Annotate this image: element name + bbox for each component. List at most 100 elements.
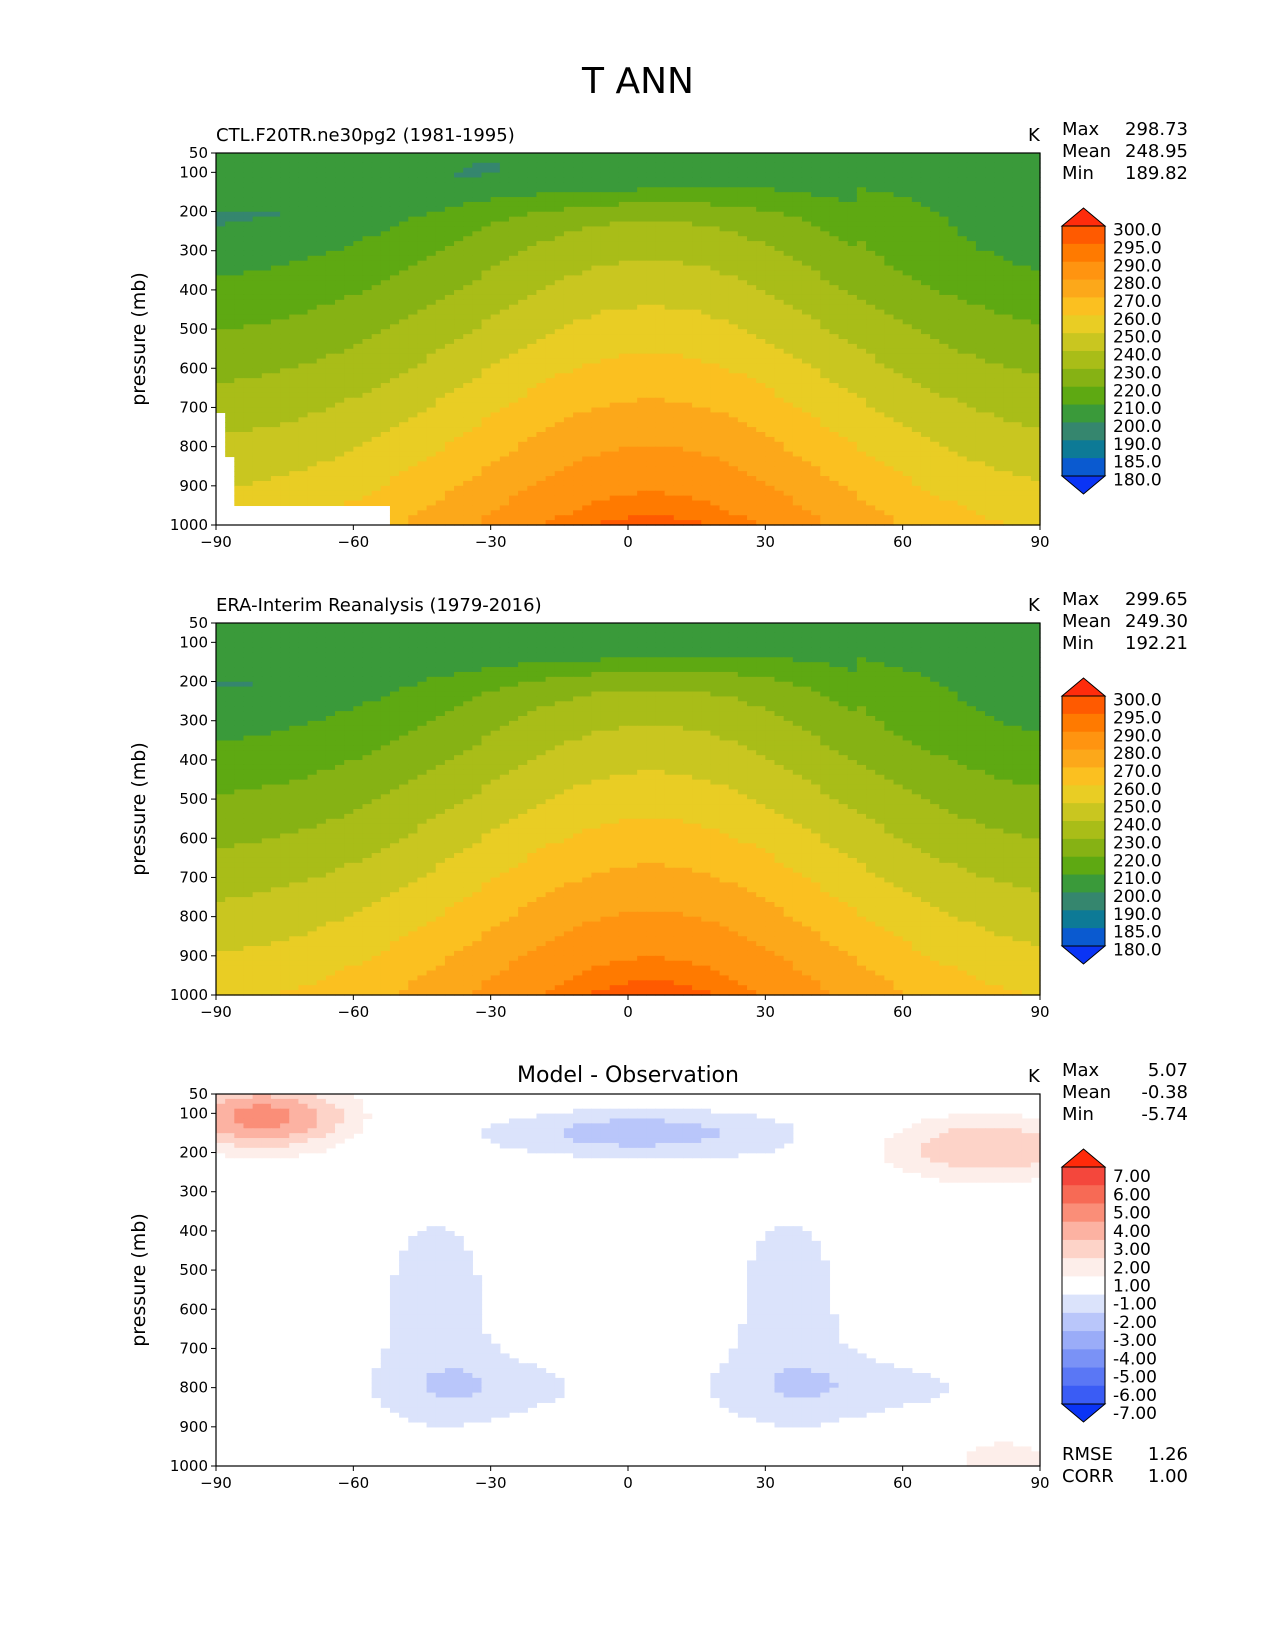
contour-cell [582, 378, 592, 384]
contour-cell [472, 358, 483, 365]
contour-cell [380, 348, 391, 355]
contour-cell [920, 348, 931, 355]
contour-cell [737, 358, 748, 365]
contour-cell [710, 246, 721, 252]
contour-cell [655, 206, 666, 213]
contour-cell [600, 373, 611, 379]
contour-cell [747, 172, 757, 179]
contour-cell [801, 280, 812, 286]
contour-cell [1021, 314, 1032, 321]
contour-cell [371, 216, 382, 223]
contour-cell [1003, 167, 1014, 174]
contour-cell [701, 290, 711, 296]
contour-cell [307, 280, 318, 286]
contour-cell [261, 329, 272, 335]
contour-cell [609, 353, 620, 360]
contour-cell [280, 383, 290, 389]
contour-cell [664, 187, 675, 193]
contour-cell [801, 236, 812, 242]
contour-cell [536, 378, 547, 384]
contour-cell [444, 285, 455, 291]
contour-cell [335, 397, 345, 404]
contour-cell [389, 153, 400, 159]
contour-cell [783, 265, 794, 272]
contour-cell [902, 402, 913, 409]
contour-cell [243, 299, 254, 306]
contour-cell [1003, 211, 1014, 218]
contour-cell [472, 343, 483, 350]
contour-cell [335, 250, 345, 257]
contour-cell [646, 206, 657, 213]
contour-cell [673, 314, 684, 321]
contour-cell [994, 236, 1004, 242]
contour-cell [875, 226, 885, 232]
contour-cell [554, 260, 565, 267]
contour-cell [747, 363, 757, 369]
contour-cell [289, 216, 299, 223]
contour-cell [664, 407, 675, 414]
contour-cell [353, 221, 364, 228]
contour-cell [353, 192, 364, 198]
contour-cell [920, 246, 931, 252]
contour-cell [518, 241, 528, 247]
contour-cell [289, 378, 299, 384]
contour-cell [234, 285, 245, 291]
contour-cell [792, 324, 803, 330]
contour-cell [893, 172, 904, 179]
contour-cell [820, 378, 831, 384]
contour-cell [783, 250, 794, 257]
contour-cell [325, 290, 336, 296]
contour-cell [545, 197, 556, 203]
contour-cell [728, 192, 739, 198]
contour-cell [646, 157, 657, 164]
contour-cell [783, 339, 794, 345]
contour-cell [893, 250, 904, 257]
contour-cell [298, 397, 309, 404]
contour-cell [801, 216, 812, 223]
contour-cell [756, 358, 766, 365]
contour-cell [399, 211, 409, 218]
contour-cell [811, 334, 821, 340]
contour-cell [289, 177, 299, 183]
contour-cell [335, 192, 345, 198]
contour-cell [655, 211, 666, 218]
contour-cell [756, 260, 766, 267]
contour-cell [1030, 270, 1041, 276]
contour-cell [234, 221, 245, 228]
contour-cell [563, 241, 574, 247]
contour-cell [270, 334, 281, 340]
contour-cell [536, 324, 547, 330]
contour-cell [399, 368, 409, 374]
contour-cell [225, 216, 235, 223]
contour-cell [1012, 319, 1023, 325]
contour-cell [911, 412, 922, 418]
contour-cell [811, 383, 821, 389]
contour-cell [737, 363, 748, 369]
contour-cell [637, 402, 647, 409]
contour-cell [866, 358, 876, 365]
contour-cell [966, 197, 977, 203]
contour-cell [838, 260, 849, 267]
contour-cell [508, 275, 519, 281]
contour-cell [765, 216, 776, 223]
contour-cell [673, 201, 684, 208]
contour-cell [930, 348, 940, 355]
contour-cell [325, 236, 336, 242]
contour-cell [380, 172, 391, 179]
contour-cell [756, 172, 766, 179]
contour-cell [344, 280, 354, 286]
contour-cell [527, 153, 538, 159]
contour-cell [417, 387, 428, 394]
contour-cell [783, 319, 794, 325]
contour-cell [966, 206, 977, 213]
contour-cell [792, 255, 803, 262]
contour-cell [325, 363, 336, 369]
contour-cell [408, 280, 419, 286]
contour-cell [536, 294, 547, 301]
contour-cell [747, 368, 757, 374]
contour-cell [655, 417, 666, 423]
contour-cell [737, 383, 748, 389]
contour-cell [820, 358, 831, 365]
contour-cell [573, 417, 583, 423]
contour-cell [389, 407, 400, 414]
